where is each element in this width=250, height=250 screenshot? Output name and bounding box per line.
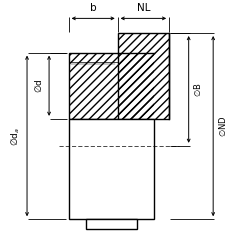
Text: NL: NL — [136, 4, 150, 14]
Bar — [69, 119, 154, 219]
Bar — [118, 33, 169, 119]
Text: $\varnothing$d: $\varnothing$d — [33, 78, 44, 93]
Bar — [69, 53, 154, 119]
Bar — [86, 219, 137, 229]
Text: b: b — [90, 4, 96, 14]
Bar — [118, 33, 169, 119]
Bar — [69, 53, 154, 119]
Text: $\varnothing$B: $\varnothing$B — [192, 82, 203, 97]
Text: $\varnothing$d$_a$: $\varnothing$d$_a$ — [10, 126, 22, 146]
Text: $\varnothing$ND: $\varnothing$ND — [217, 116, 228, 137]
